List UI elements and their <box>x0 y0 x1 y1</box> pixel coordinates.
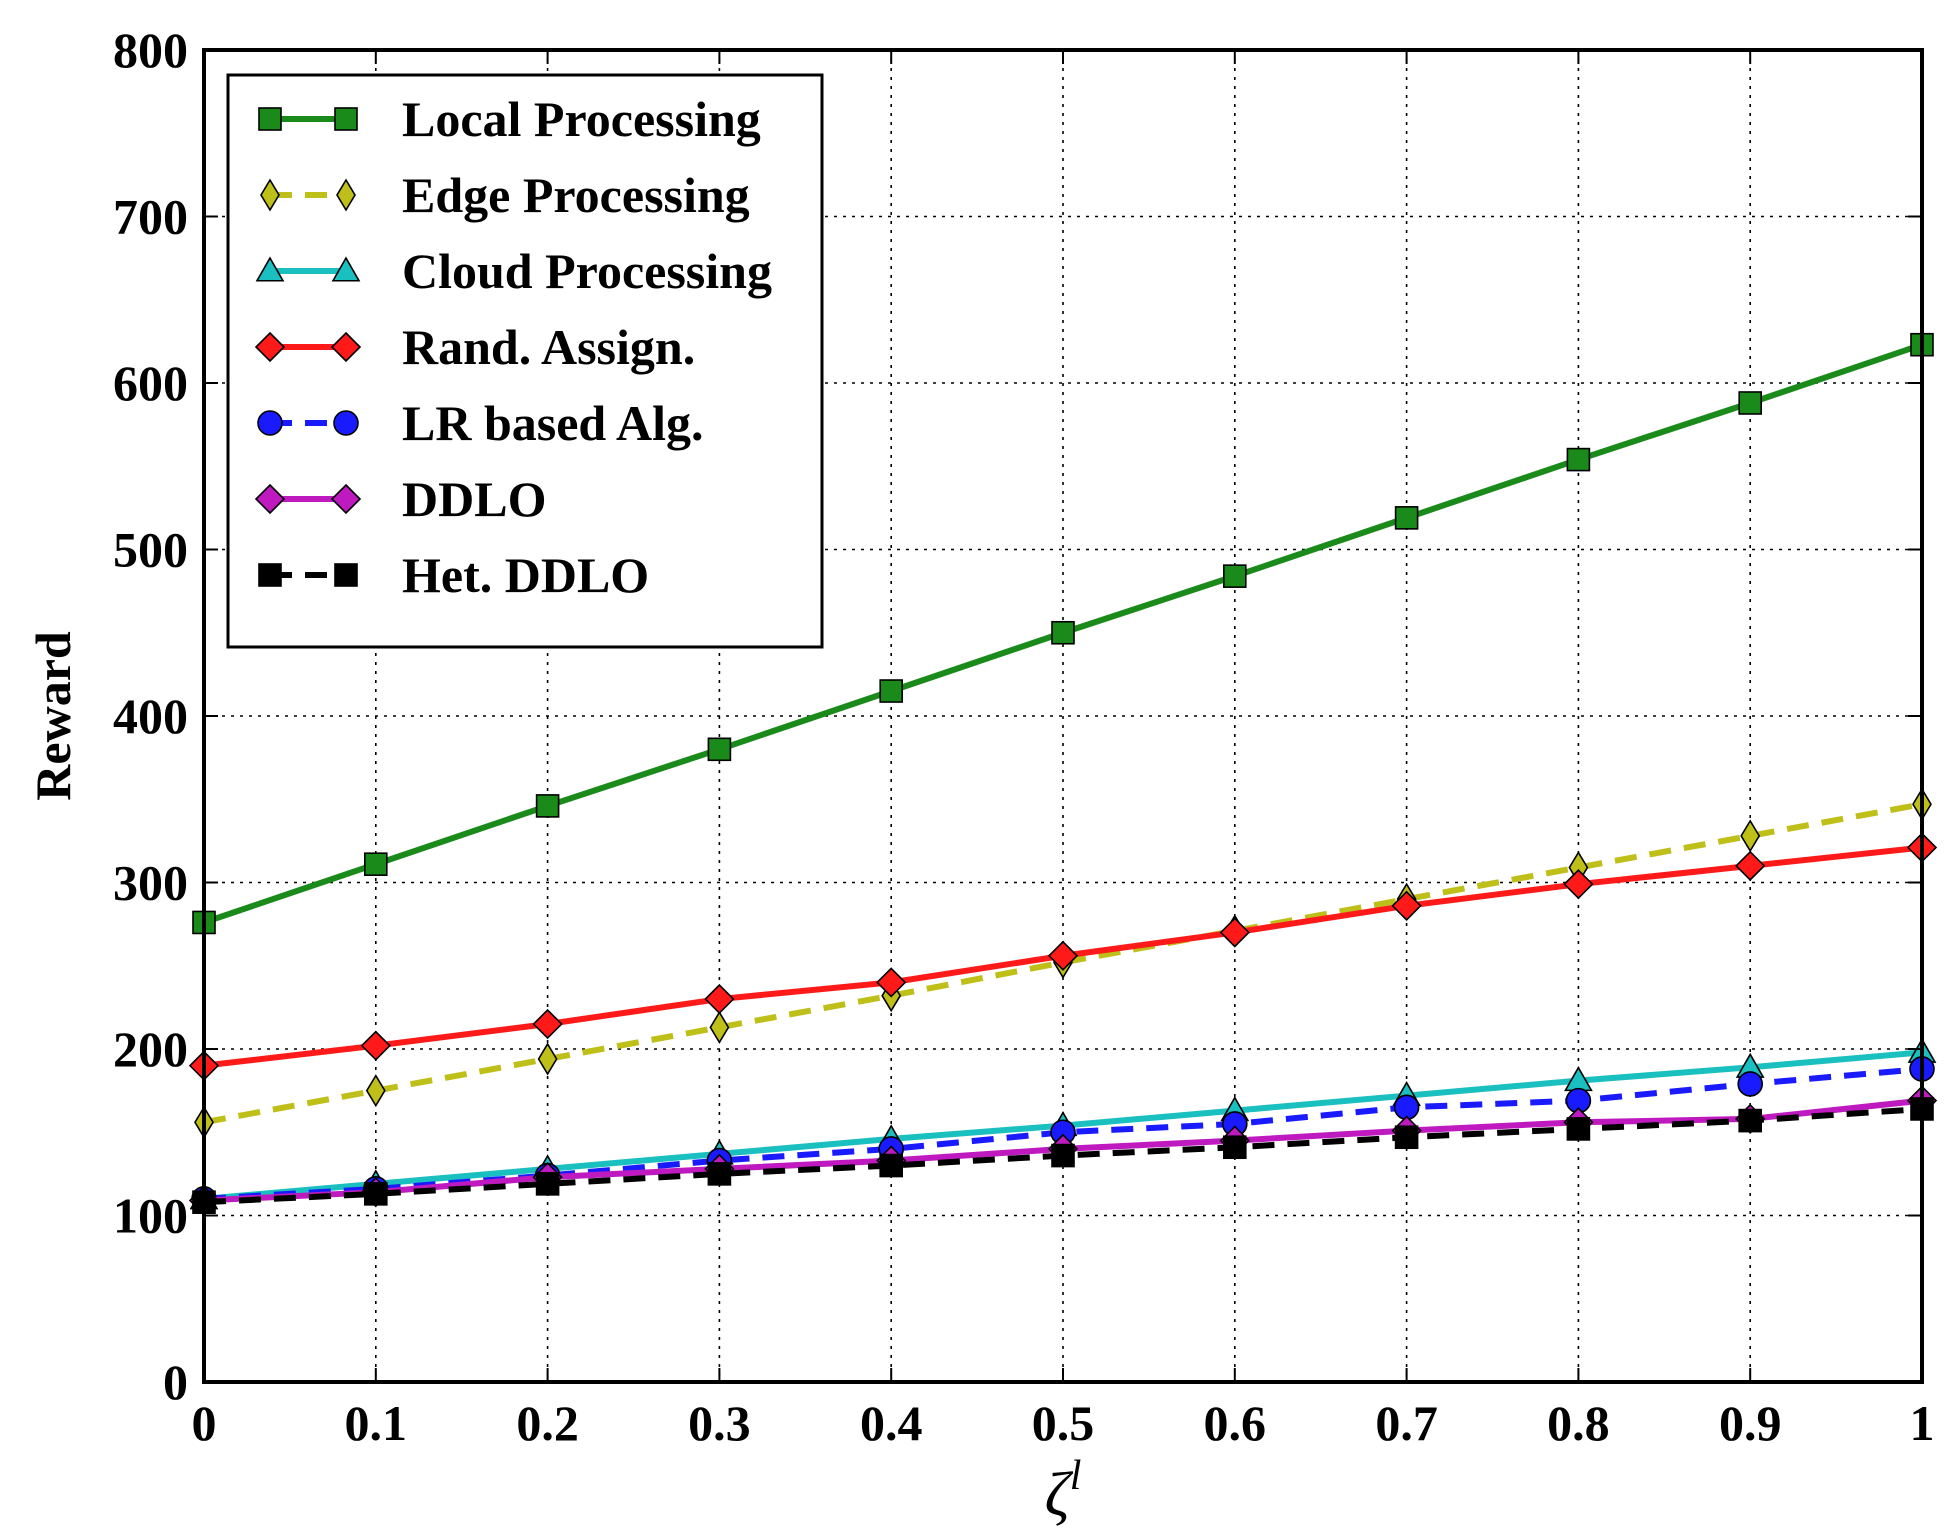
x-tick-label: 0.2 <box>516 1395 579 1451</box>
legend-box <box>226 73 824 649</box>
y-tick-label: 800 <box>113 22 188 78</box>
legend-marker <box>330 331 362 363</box>
y-tick-label: 0 <box>163 1354 188 1410</box>
x-tick-label: 0.5 <box>1032 1395 1095 1451</box>
data-point-het-ddlo <box>363 1182 388 1206</box>
data-point-local-processing <box>879 679 904 703</box>
data-point-rand-assign <box>1391 890 1422 921</box>
data-point-het-ddlo <box>1566 1117 1591 1141</box>
data-point-local-processing <box>707 737 732 762</box>
data-point-lr-based-alg <box>1737 1071 1763 1097</box>
x-tick-label: 1 <box>1910 1395 1935 1451</box>
legend-label: Edge Processing <box>402 167 750 223</box>
y-axis-label: Reward <box>25 631 81 801</box>
series-local-processing <box>192 332 1934 935</box>
x-tick-label: 0.1 <box>345 1395 408 1451</box>
data-point-edge-processing <box>365 1074 386 1108</box>
data-point-edge-processing <box>1740 819 1761 853</box>
ticks <box>203 49 1923 1383</box>
x-tick-label: 0.8 <box>1547 1395 1610 1451</box>
legend-marker <box>255 256 285 282</box>
legend-item-lr-based-alg: LR based Alg. <box>257 395 703 451</box>
data-point-local-processing <box>1394 506 1419 530</box>
legend-marker <box>257 410 283 436</box>
data-point-het-ddlo <box>879 1153 904 1178</box>
data-point-het-ddlo <box>1223 1135 1247 1160</box>
data-point-het-ddlo <box>1394 1125 1419 1150</box>
data-point-rand-assign <box>1735 850 1766 881</box>
x-tick-label: 0.9 <box>1719 1395 1782 1451</box>
legend-item-cloud-processing: Cloud Processing <box>255 243 772 299</box>
legend-marker <box>334 107 358 131</box>
data-point-het-ddlo <box>1738 1108 1762 1133</box>
data-point-rand-assign <box>1563 869 1594 900</box>
data-point-edge-processing <box>537 1042 558 1076</box>
x-tick-label: 0.3 <box>688 1395 751 1451</box>
y-tick-label: 400 <box>113 688 188 744</box>
legend-marker <box>258 563 282 587</box>
y-tick-label: 500 <box>113 522 188 578</box>
x-tick-label: 0 <box>192 1395 217 1451</box>
legend-marker <box>254 331 286 363</box>
x-axis-label-symbol: ζ <box>1045 1461 1074 1529</box>
legend-marker <box>260 178 280 212</box>
series-line-edge-processing <box>203 801 1923 1126</box>
x-axis-label: ζl <box>1045 1453 1082 1529</box>
data-point-rand-assign <box>1047 940 1079 971</box>
legend: Local Processing Edge Processing Cloud Pro… <box>226 73 824 649</box>
tick-labels: 0 0.1 0.2 0.3 0.4 0.5 0.6 0.7 0.8 0.9 1 0 100 200 300 4… <box>113 22 1935 1451</box>
legend-label: LR based Alg. <box>402 395 703 451</box>
legend-item-ddlo: DDLO <box>254 471 546 527</box>
legend-label: Local Processing <box>402 91 761 147</box>
legend-label: Het. DDLO <box>402 547 649 603</box>
legend-marker <box>336 178 356 212</box>
legend-item-local-processing: Local Processing <box>258 91 761 147</box>
data-point-local-processing <box>363 852 388 876</box>
data-point-rand-assign <box>1219 917 1250 948</box>
data-point-edge-processing <box>709 1010 730 1044</box>
data-point-rand-assign <box>360 1030 391 1061</box>
legend-marker <box>258 107 282 131</box>
legend-marker <box>254 483 286 515</box>
data-point-het-ddlo <box>535 1172 560 1196</box>
legend-label: Rand. Assign. <box>402 319 695 375</box>
data-point-rand-assign <box>704 983 735 1015</box>
y-tick-label: 200 <box>113 1021 188 1077</box>
legend-marker <box>334 563 358 587</box>
legend-item-rand-assign: Rand. Assign. <box>254 319 695 375</box>
y-tick-label: 700 <box>113 189 188 245</box>
data-point-local-processing <box>1223 564 1247 588</box>
x-tick-label: 0.6 <box>1204 1395 1267 1451</box>
data-point-local-processing <box>1051 620 1075 645</box>
legend-marker <box>330 483 362 515</box>
x-tick-label: 0.4 <box>860 1395 923 1451</box>
data-point-local-processing <box>535 794 560 818</box>
data-point-local-processing <box>1738 391 1762 415</box>
x-axis-label-superscript: l <box>1070 1453 1082 1499</box>
y-tick-label: 100 <box>113 1188 188 1244</box>
data-point-rand-assign <box>532 1008 563 1040</box>
y-tick-label: 600 <box>113 355 188 411</box>
x-tick-label: 0.7 <box>1375 1395 1438 1451</box>
legend-label: Cloud Processing <box>402 243 772 299</box>
legend-label: DDLO <box>402 471 546 527</box>
data-point-local-processing <box>1566 447 1591 472</box>
y-tick-label: 300 <box>113 855 188 911</box>
data-point-rand-assign <box>876 967 907 998</box>
data-point-het-ddlo <box>707 1162 732 1186</box>
legend-item-het-ddlo: Het. DDLO <box>258 547 649 603</box>
legend-marker <box>331 256 361 282</box>
legend-marker <box>333 410 359 436</box>
legend-item-edge-processing: Edge Processing <box>260 167 750 223</box>
data-point-het-ddlo <box>1051 1143 1075 1168</box>
